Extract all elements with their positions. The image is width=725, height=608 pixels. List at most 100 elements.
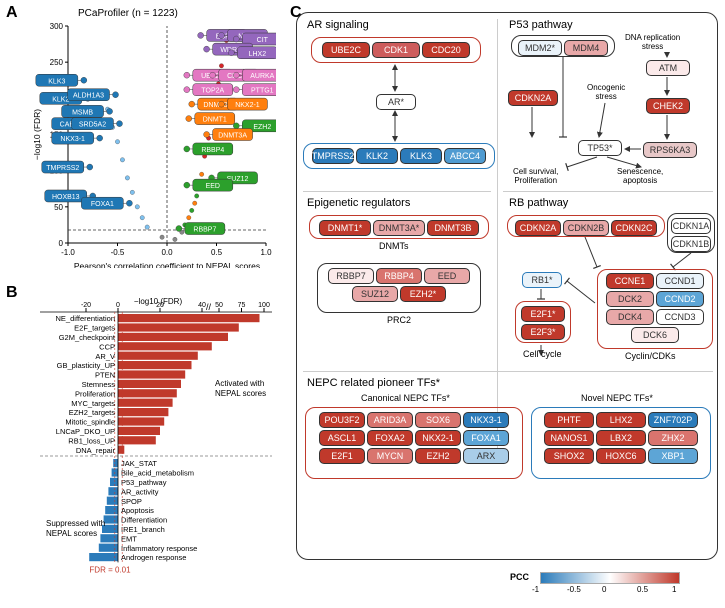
gene-e2f1: E2F1 bbox=[319, 448, 365, 464]
svg-text:EZH2: EZH2 bbox=[253, 124, 271, 131]
group-box: DNMT1*DNMT3A*DNMT3B bbox=[309, 215, 489, 239]
gene-ezh2: EZH2* bbox=[400, 286, 446, 302]
gene-arx: ARX bbox=[463, 448, 509, 464]
svg-text:AR_activity: AR_activity bbox=[121, 487, 159, 496]
gene-chek2: CHEK2 bbox=[646, 98, 690, 114]
gene-ccnd2: CCND2 bbox=[656, 291, 704, 307]
svg-text:RBBP7: RBBP7 bbox=[193, 227, 216, 234]
group-box: PHTFLHX2ZNF702PNANOS1LBX2ZHX2SHOX2HOXC6X… bbox=[531, 407, 711, 479]
pcc-colorbar: PCC -1-0.500.51 bbox=[540, 570, 700, 600]
svg-text:Apoptosis: Apoptosis bbox=[121, 506, 154, 515]
svg-text:Pearson's correlation coeffici: Pearson's correlation coefficient to NEP… bbox=[74, 261, 260, 268]
pcc-tick: 0.5 bbox=[637, 585, 648, 594]
gene-cdkn1a: CDKN1A bbox=[671, 218, 711, 234]
gene-rb1: RB1* bbox=[522, 272, 562, 288]
svg-text:Proliferation: Proliferation bbox=[75, 389, 115, 398]
svg-text:MYC_targets: MYC_targets bbox=[71, 399, 115, 408]
svg-text:0: 0 bbox=[59, 239, 64, 248]
gene-foxa2: FOXA2 bbox=[367, 430, 413, 446]
svg-text:GB_plasticity_UP: GB_plasticity_UP bbox=[57, 361, 115, 370]
svg-text:75: 75 bbox=[238, 302, 246, 309]
svg-text:Suppressed with: Suppressed with bbox=[46, 519, 105, 528]
gene-cdkn1b: CDKN1B bbox=[671, 236, 711, 252]
gene-ascl1: ASCL1 bbox=[319, 430, 365, 446]
svg-text:NKX2-1: NKX2-1 bbox=[235, 102, 260, 109]
svg-text:TMPRSS2: TMPRSS2 bbox=[46, 165, 79, 172]
svg-text:EZH2_targets: EZH2_targets bbox=[69, 408, 116, 417]
svg-text:FDR = 0.01: FDR = 0.01 bbox=[89, 565, 131, 574]
svg-text:0: 0 bbox=[116, 302, 120, 309]
gene-mdm2: MDM2* bbox=[518, 40, 562, 56]
group-box: CCNE1CCND1DCK2CCND2DCK4CCND3DCK6 bbox=[597, 269, 713, 349]
svg-text:-0.5: -0.5 bbox=[111, 248, 125, 257]
annotation-text: Senescence, apoptosis bbox=[617, 167, 663, 185]
pcc-tick: -0.5 bbox=[567, 585, 581, 594]
svg-text:HOXB13: HOXB13 bbox=[52, 194, 80, 201]
gene-arid3a: ARID3A bbox=[367, 412, 413, 428]
svg-text:RBBP4: RBBP4 bbox=[201, 147, 224, 154]
svg-text:−log10 (FDR): −log10 (FDR) bbox=[32, 109, 42, 160]
svg-text:CCP: CCP bbox=[99, 342, 115, 351]
panel-a-chart: PCaProfiler (n = 1223) -1.0-0.50.00.51.0… bbox=[28, 8, 276, 268]
gene-dnmt3b: DNMT3B bbox=[427, 220, 479, 236]
pcc-tick: 1 bbox=[672, 585, 676, 594]
svg-text:20: 20 bbox=[156, 302, 164, 309]
svg-text:EED: EED bbox=[206, 183, 220, 190]
svg-text:SPOP: SPOP bbox=[121, 497, 142, 506]
gene-mdm4: MDM4 bbox=[564, 40, 608, 56]
gene-abcc4: ABCC4 bbox=[444, 148, 486, 164]
svg-text:AURKA: AURKA bbox=[250, 73, 274, 80]
gene-rbbp4: RBBP4 bbox=[376, 268, 422, 284]
pcc-tick: -1 bbox=[532, 585, 539, 594]
svg-text:DNA_repair: DNA_repair bbox=[76, 446, 116, 455]
gene-atm: ATM bbox=[646, 60, 690, 76]
svg-text:0.5: 0.5 bbox=[211, 248, 223, 257]
gene-ccnd3: CCND3 bbox=[656, 309, 704, 325]
gene-foxa1: FOXA1 bbox=[463, 430, 509, 446]
svg-text:Androgen response: Androgen response bbox=[121, 553, 186, 562]
svg-text:P53_pathway: P53_pathway bbox=[121, 478, 167, 487]
gene-ezh2: EZH2 bbox=[415, 448, 461, 464]
svg-text:Stemness: Stemness bbox=[82, 380, 116, 389]
gene-cdkn2a: CDKN2A bbox=[515, 220, 561, 236]
svg-text:RB1_loss_UP: RB1_loss_UP bbox=[68, 436, 115, 445]
annotation-text: Novel NEPC TFs* bbox=[581, 393, 653, 403]
annotation-text: PRC2 bbox=[387, 315, 411, 325]
svg-text:SRD5A2: SRD5A2 bbox=[79, 122, 106, 129]
svg-text:50: 50 bbox=[215, 302, 223, 309]
section-title: RB pathway bbox=[509, 197, 568, 209]
group-box: CDKN2ACDKN2BCDKN2C bbox=[507, 215, 665, 237]
gene-mycn: MYCN bbox=[367, 448, 413, 464]
svg-text:250: 250 bbox=[50, 58, 64, 67]
svg-text:PTTG1: PTTG1 bbox=[251, 88, 274, 95]
annotation-text: DNA replication stress bbox=[625, 33, 680, 51]
gene-znf702p: ZNF702P bbox=[648, 412, 698, 428]
gene-nanos1: NANOS1 bbox=[544, 430, 594, 446]
gene-dck2: DCK2 bbox=[606, 291, 654, 307]
svg-text:EMT: EMT bbox=[121, 534, 137, 543]
annotation-text: Oncogenic stress bbox=[587, 83, 625, 101]
section-title: AR signaling bbox=[307, 19, 369, 31]
svg-text:1.0: 1.0 bbox=[260, 248, 272, 257]
annotation-text: Cell survival, Proliferation bbox=[513, 167, 558, 185]
gene-sox6: SOX6 bbox=[415, 412, 461, 428]
panel-b-label: B bbox=[6, 284, 18, 302]
group-box: MDM2*MDM4 bbox=[511, 35, 615, 57]
svg-text:Inflammatory response: Inflammatory response bbox=[121, 544, 197, 553]
gene-suz12: SUZ12 bbox=[352, 286, 398, 302]
gene-zhx2: ZHX2 bbox=[648, 430, 698, 446]
svg-text:PTEN: PTEN bbox=[95, 371, 115, 380]
gene-e2f3: E2F3* bbox=[521, 324, 565, 340]
gene-xbp1: XBP1 bbox=[648, 448, 698, 464]
svg-text:ALDH1A3: ALDH1A3 bbox=[73, 93, 104, 100]
svg-text:NEPAL scores: NEPAL scores bbox=[46, 529, 97, 538]
svg-text:40: 40 bbox=[198, 302, 206, 309]
svg-text:NKX3-1: NKX3-1 bbox=[60, 136, 85, 143]
pcc-tick: 0 bbox=[602, 585, 606, 594]
gene-cdc20: CDC20 bbox=[422, 42, 470, 58]
svg-text:IRE1_branch: IRE1_branch bbox=[121, 525, 165, 534]
svg-text:Activated with: Activated with bbox=[215, 379, 264, 388]
svg-text:-20: -20 bbox=[81, 302, 91, 309]
svg-text:E2F_targets: E2F_targets bbox=[74, 324, 115, 333]
svg-text:Mitotic_spindle: Mitotic_spindle bbox=[65, 418, 115, 427]
